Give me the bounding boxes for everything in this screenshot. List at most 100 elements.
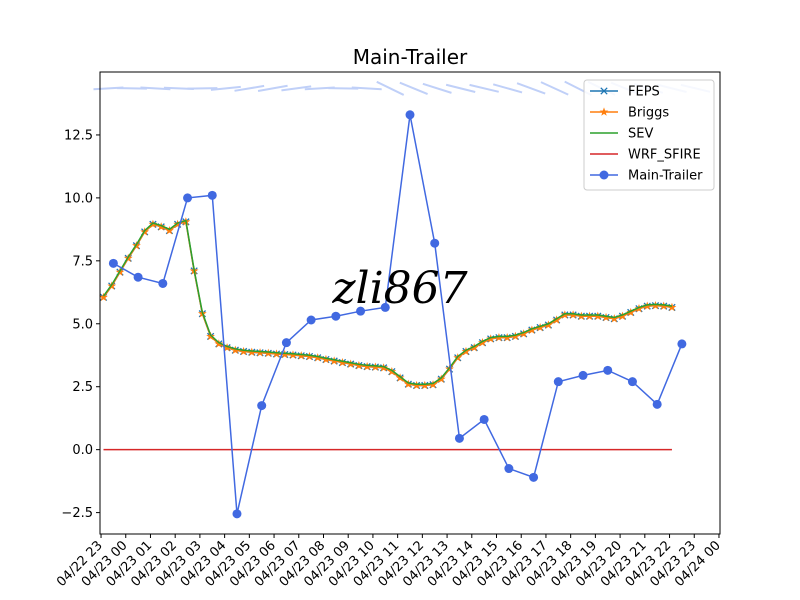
legend-label: Main-Trailer	[628, 169, 703, 184]
wind-barb	[257, 84, 288, 93]
data-point	[652, 399, 662, 409]
data-point	[618, 311, 627, 320]
y-tick-label: 2.5	[72, 380, 93, 395]
data-point	[502, 333, 512, 342]
data-point	[356, 306, 366, 316]
y-tick-label: 10.0	[64, 191, 93, 206]
data-point	[158, 278, 168, 288]
legend-label: SEV	[628, 127, 653, 142]
legend-entry: WRF_SFIRE	[590, 148, 701, 163]
data-point	[578, 370, 588, 380]
data-point	[183, 193, 193, 203]
data-point	[257, 401, 267, 411]
data-point	[288, 350, 298, 359]
data-point	[593, 311, 603, 320]
wind-barb	[399, 81, 428, 95]
wind-barb	[140, 86, 171, 91]
data-point	[296, 351, 306, 360]
data-point	[239, 346, 248, 356]
data-point	[659, 301, 669, 310]
wind-barb	[234, 84, 265, 92]
data-point	[535, 322, 545, 332]
legend-label: FEPS	[628, 85, 660, 100]
wind-barb	[281, 85, 312, 92]
data-point	[354, 360, 364, 370]
y-axis: −2.5 0.0 2.5 5.0 7.5 10.0 12.5	[61, 128, 100, 521]
data-point	[263, 348, 273, 357]
data-point	[99, 292, 108, 302]
data-point	[370, 362, 380, 371]
legend-entry: SEV	[590, 127, 653, 142]
wind-barb	[376, 80, 405, 96]
data-point	[321, 354, 331, 364]
wind-barb	[422, 82, 452, 94]
data-point	[280, 349, 290, 359]
data-point	[430, 238, 440, 248]
data-point	[479, 414, 489, 424]
y-tick-label: 0.0	[72, 443, 93, 458]
data-point	[405, 110, 415, 120]
wind-barb	[210, 85, 241, 91]
data-point	[504, 464, 514, 474]
wind-barb	[187, 87, 218, 90]
data-point	[362, 361, 372, 371]
data-point	[331, 311, 341, 321]
wind-barb	[469, 83, 499, 93]
legend-label: Briggs	[628, 106, 669, 121]
legend-entry: Briggs	[590, 106, 669, 121]
data-point	[544, 320, 553, 329]
data-point	[247, 347, 257, 356]
data-point	[585, 311, 594, 320]
series-line	[102, 219, 673, 385]
data-point	[412, 380, 421, 390]
legend-marker	[600, 87, 608, 95]
data-point	[207, 190, 217, 200]
legend-label: WRF_SFIRE	[628, 148, 701, 163]
data-point	[403, 379, 413, 388]
data-point	[108, 258, 118, 268]
data-point	[601, 312, 611, 322]
series-main-trailer	[108, 110, 687, 519]
series-sev	[102, 219, 673, 385]
data-point	[603, 365, 613, 375]
data-point	[222, 343, 232, 352]
wind-barb	[516, 82, 546, 95]
data-point	[553, 377, 563, 387]
legend-entry: FEPS	[590, 85, 660, 100]
data-point	[281, 338, 291, 348]
legend-marker	[599, 107, 609, 116]
data-point	[454, 433, 464, 443]
wind-barb	[540, 81, 569, 96]
legend-entry: Main-Trailer	[590, 169, 703, 184]
data-point	[272, 349, 281, 358]
data-point	[306, 315, 316, 325]
y-tick-label: 5.0	[72, 317, 93, 332]
data-point	[232, 509, 242, 519]
data-point	[346, 359, 356, 368]
data-point	[420, 380, 430, 390]
data-point	[380, 302, 390, 312]
legend: FEPS Briggs SEV WRF_SFIRE Main-Trailer	[583, 79, 715, 191]
data-point	[568, 310, 578, 319]
chart-title: Main-Trailer	[353, 45, 468, 69]
plot-frame	[99, 71, 721, 535]
watermark-text: zli867	[331, 263, 467, 314]
series-layer	[99, 110, 687, 519]
data-point	[667, 302, 677, 312]
data-point	[133, 272, 143, 282]
data-point	[230, 345, 240, 354]
data-point	[627, 377, 637, 387]
wind-barb	[492, 83, 523, 94]
data-point	[329, 356, 339, 365]
data-point	[651, 301, 660, 310]
data-point	[494, 333, 504, 342]
data-point	[511, 331, 520, 341]
data-point	[255, 348, 265, 357]
wind-barb	[445, 83, 476, 93]
data-point	[529, 472, 539, 482]
data-point	[677, 339, 687, 349]
wind-barb	[351, 86, 382, 91]
y-tick-label: 12.5	[64, 128, 93, 143]
data-point	[642, 301, 652, 310]
data-point	[305, 351, 314, 361]
